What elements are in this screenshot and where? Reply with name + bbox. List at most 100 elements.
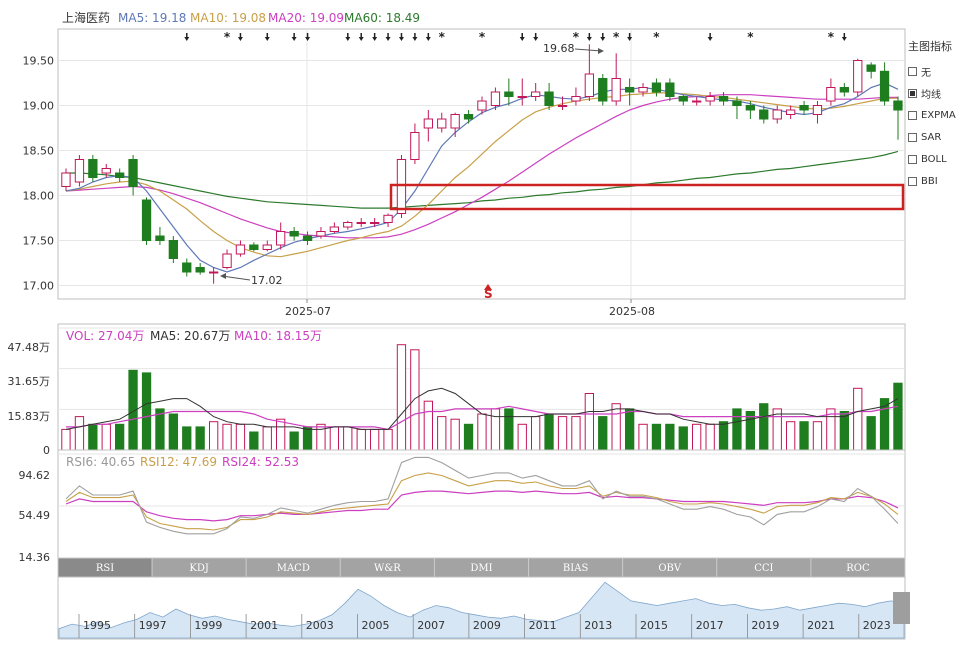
high-pointer-line	[574, 48, 603, 52]
rsi24-line	[65, 490, 899, 522]
candle-body	[611, 78, 621, 102]
candle-body	[678, 96, 688, 102]
volume-legend-ma5: MA5: 20.67万	[150, 329, 230, 343]
tick-marker-arrow	[600, 37, 606, 41]
candle-body	[638, 87, 648, 93]
candle-body	[718, 96, 729, 102]
indicator-checkbox[interactable]	[908, 154, 917, 164]
timeline-year-label: 2007	[417, 619, 445, 632]
star-marker: *	[828, 30, 835, 44]
candle-body	[356, 222, 366, 224]
ma60-polyline	[66, 150, 899, 209]
indicator-checkbox[interactable]	[908, 66, 917, 76]
candle-body	[74, 159, 85, 183]
indicator-option-5[interactable]: BBI	[908, 170, 972, 192]
tick-marker-arrow	[237, 37, 243, 41]
legend-ma5: MA5: 19.18	[118, 11, 186, 25]
candle-body	[410, 132, 420, 160]
s-signal-marker: S	[484, 287, 493, 301]
timeline-year-label: 2011	[529, 619, 557, 632]
indicator-option-label: SAR	[921, 131, 942, 143]
candle-body	[812, 105, 823, 115]
volume-tick-4: 0	[43, 444, 50, 457]
candle-body	[155, 235, 165, 241]
star-marker: *	[613, 30, 620, 44]
volume-bar	[235, 423, 246, 451]
rsi-legend-12: RSI12: 47.69	[140, 455, 217, 469]
candle-body	[557, 105, 568, 107]
volume-bar	[625, 408, 635, 451]
volume-bar	[799, 421, 809, 451]
indicator-checkbox[interactable]	[908, 88, 917, 98]
indicator-checkbox[interactable]	[908, 176, 917, 186]
indicator-option-1[interactable]: 均线	[908, 82, 972, 104]
tick-marker-arrow	[358, 37, 364, 41]
candle-body	[598, 78, 608, 102]
candle-body	[115, 172, 125, 178]
tab-label: RSI	[96, 563, 114, 574]
volume-bar	[853, 387, 863, 451]
volume-bar	[195, 426, 205, 451]
volume-tick-2: 31.65万	[8, 375, 51, 388]
candle-body	[209, 271, 219, 274]
tab-label: KDJ	[189, 563, 209, 574]
candle-body	[745, 105, 756, 111]
candle-body	[799, 105, 809, 111]
volume-bar	[544, 413, 554, 451]
volume-bar	[356, 428, 366, 451]
indicator-option-0[interactable]: 无	[908, 60, 972, 82]
tick-marker-arrow	[425, 37, 431, 41]
ma20-polyline	[65, 94, 898, 239]
tab-label: CCI	[754, 563, 773, 574]
tab-label: OBV	[658, 563, 682, 574]
timeline-handle[interactable]	[893, 592, 910, 624]
candle-body	[235, 244, 246, 255]
timeline-area-path	[58, 581, 905, 639]
ma10-line	[65, 92, 898, 258]
ma20-line	[65, 94, 898, 239]
candle-body	[222, 253, 232, 268]
date-label-jul: 2025-07	[285, 305, 331, 318]
volume-bar	[262, 426, 272, 451]
candlesticks	[61, 44, 903, 284]
volume-ma5-line	[65, 387, 899, 430]
star-marker: *	[224, 30, 231, 44]
tick-marker-arrow	[533, 37, 539, 41]
indicator-tabs: RSI KDJ MACD W&R DMI BIAS OBV CCI ROC	[57, 557, 906, 578]
tab-label: DMI	[470, 563, 492, 574]
volume-bar	[665, 423, 675, 451]
candle-body	[262, 244, 272, 250]
rsi-legend-6: RSI6: 40.65	[66, 455, 135, 469]
tab-label: MACD	[277, 563, 310, 574]
volume-bar	[759, 403, 769, 451]
candle-body	[584, 73, 595, 97]
candle-body	[88, 159, 98, 178]
tick-marker-arrow	[372, 37, 378, 41]
candle-body	[893, 100, 903, 111]
volume-bar	[745, 411, 756, 451]
indicator-checkbox[interactable]	[908, 132, 917, 142]
volume-bar	[383, 428, 393, 451]
timeline-year-label: 2019	[751, 619, 779, 632]
indicator-option-2[interactable]: EXPMA	[908, 104, 972, 126]
indicator-option-3[interactable]: SAR	[908, 126, 972, 148]
candle-body	[249, 244, 259, 250]
candle-body	[289, 231, 299, 237]
volume-bar	[437, 416, 447, 451]
date-label-aug: 2025-08	[609, 305, 655, 318]
indicator-checkbox[interactable]	[908, 110, 917, 120]
main-panel-frame	[57, 28, 906, 300]
side-panel-title: 主图指标	[908, 40, 952, 53]
tick-marker-arrow	[841, 37, 847, 41]
candle-body	[195, 267, 205, 273]
candle-body	[651, 82, 662, 93]
volume-ma10-line	[66, 405, 899, 431]
volume-bar	[893, 382, 903, 451]
candle-body	[302, 235, 313, 241]
rsi12-polyline	[65, 472, 899, 531]
star-marker: *	[747, 30, 754, 44]
timeline-year-label: 1999	[194, 619, 222, 632]
legend-ma10: MA10: 19.08	[190, 11, 266, 25]
volume-ma5-polyline	[65, 387, 899, 430]
indicator-option-4[interactable]: BOLL	[908, 148, 972, 170]
